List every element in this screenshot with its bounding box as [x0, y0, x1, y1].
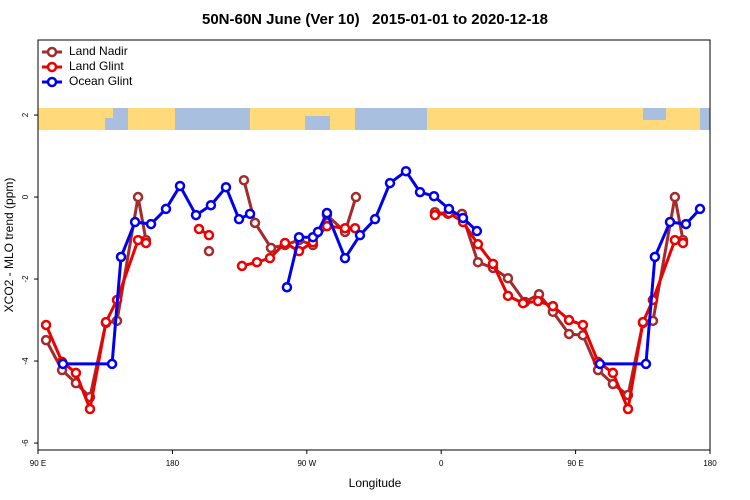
point [563, 314, 575, 326]
point [429, 209, 441, 221]
point [487, 258, 499, 270]
point [472, 238, 484, 250]
point [249, 217, 261, 229]
x-axis-label: Longitude [349, 476, 402, 490]
point [339, 222, 351, 234]
series-line [44, 211, 684, 411]
point [577, 319, 589, 331]
point [532, 295, 544, 307]
legend-label: Land Glint [69, 59, 124, 73]
point [57, 358, 69, 370]
point [281, 281, 293, 293]
point [233, 213, 245, 225]
point [145, 218, 157, 230]
y-tick-label: -4 [21, 357, 30, 365]
point [649, 251, 661, 263]
x-tick-label: 180 [703, 459, 717, 468]
y-axis-label: XCO2 - MLO trend (ppm) [2, 178, 16, 313]
point [457, 212, 469, 224]
point [100, 316, 112, 328]
point [238, 174, 250, 186]
point [40, 319, 52, 331]
point [563, 328, 575, 340]
map-strip [38, 108, 710, 130]
x-tick-label: 90 E [30, 459, 46, 468]
x-tick-label: 90 E [567, 459, 583, 468]
chart-title: 50N-60N June (Ver 10) 2015-01-01 to 2020… [202, 11, 548, 28]
point [132, 191, 144, 203]
point [70, 367, 82, 379]
point [384, 177, 396, 189]
point [244, 208, 256, 220]
point [129, 216, 141, 228]
point [40, 334, 52, 346]
point [160, 203, 172, 215]
point [190, 209, 202, 221]
point [640, 358, 652, 370]
point [677, 237, 689, 249]
point [220, 181, 232, 193]
legend-label: Land Nadir [69, 44, 128, 58]
point [369, 213, 381, 225]
point [312, 226, 324, 238]
point [472, 256, 484, 268]
point [193, 223, 205, 235]
point [622, 403, 634, 415]
y-tick-label: 2 [21, 112, 30, 117]
point [174, 180, 186, 192]
point [594, 358, 606, 370]
point [517, 297, 529, 309]
x-tick-label: 90 W [297, 459, 316, 468]
point [203, 229, 215, 241]
point [607, 367, 619, 379]
series-line [44, 179, 685, 399]
point [106, 358, 118, 370]
point [354, 229, 366, 241]
x-tick-label: 180 [166, 459, 180, 468]
point [680, 218, 692, 230]
point [293, 231, 305, 243]
point [502, 290, 514, 302]
point [339, 252, 351, 264]
legend-marker [46, 46, 58, 58]
point [414, 186, 426, 198]
legend-marker [46, 61, 58, 73]
legend-marker [46, 76, 58, 88]
point [349, 222, 361, 234]
point [669, 191, 681, 203]
plot-frame [37, 39, 711, 451]
point [251, 256, 263, 268]
point [471, 225, 483, 237]
point [443, 203, 455, 215]
point [84, 403, 96, 415]
point [350, 191, 362, 203]
point [637, 316, 649, 328]
y-tick-label: 0 [21, 194, 30, 199]
legend-label: Ocean Glint [69, 74, 133, 88]
point [140, 237, 152, 249]
point [236, 260, 248, 272]
point [265, 242, 277, 254]
point [428, 190, 440, 202]
point [400, 165, 412, 177]
point [321, 207, 333, 219]
point [264, 252, 276, 264]
point [203, 245, 215, 257]
point [502, 272, 514, 284]
series-line [62, 169, 702, 366]
y-tick-label: -6 [21, 439, 30, 447]
point [694, 203, 706, 215]
y-tick-label: -2 [21, 275, 30, 283]
point [547, 300, 559, 312]
point [669, 234, 681, 246]
point [115, 251, 127, 263]
x-tick-label: 0 [439, 459, 444, 468]
point [205, 199, 217, 211]
point [664, 216, 676, 228]
point [279, 237, 291, 249]
